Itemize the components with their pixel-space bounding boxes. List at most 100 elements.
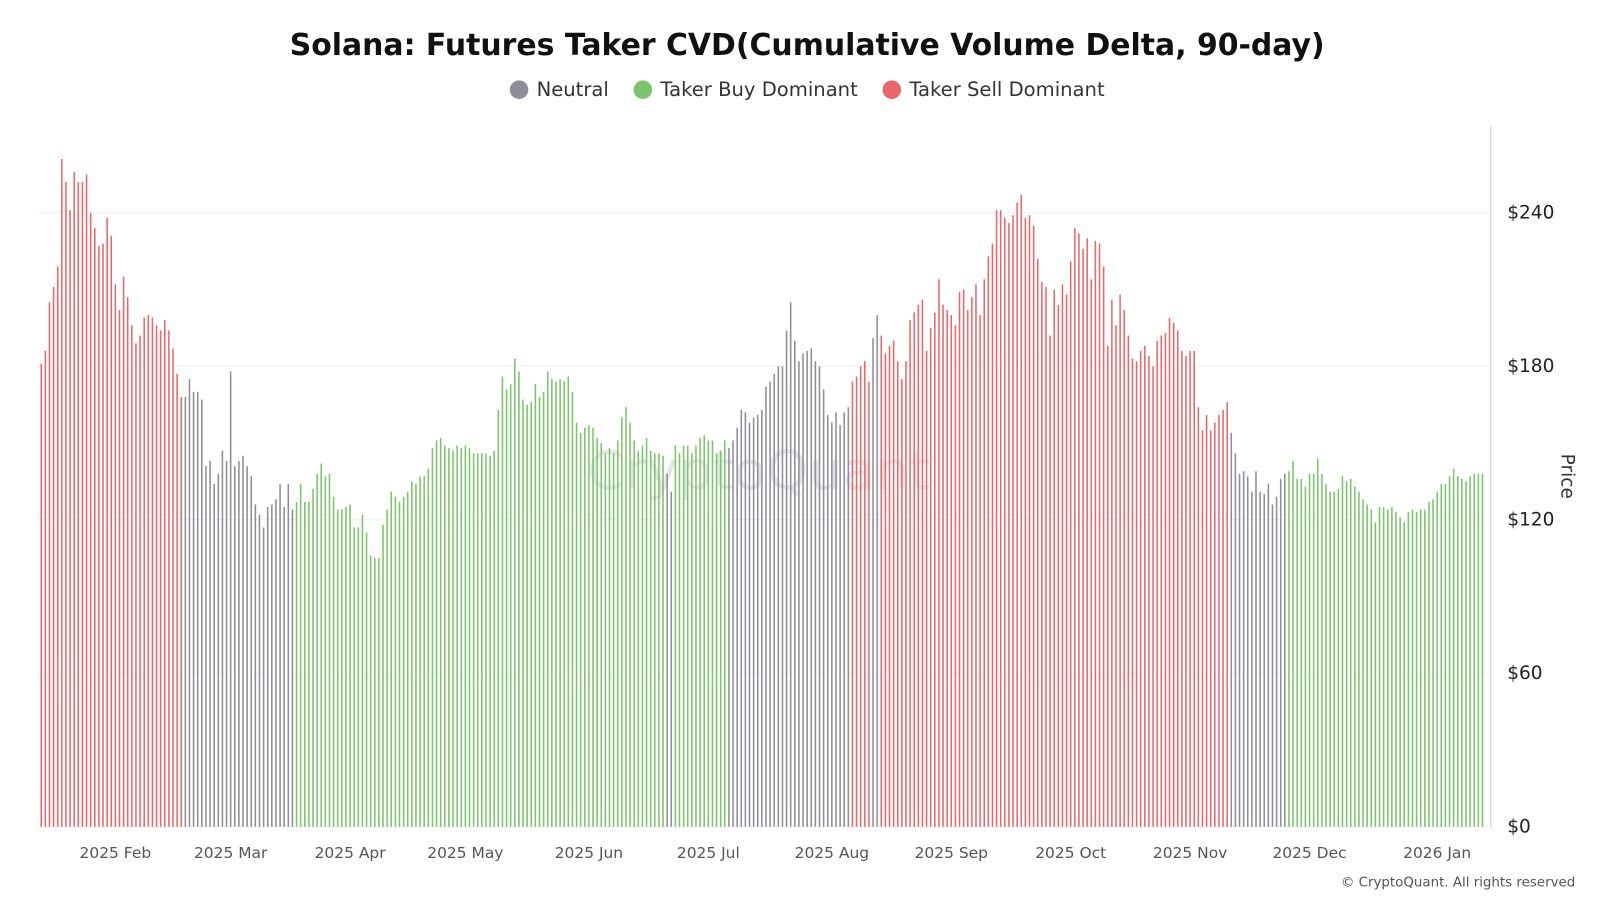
bar bbox=[1461, 478, 1463, 827]
bar bbox=[979, 315, 981, 827]
bar bbox=[308, 501, 310, 827]
bar bbox=[538, 396, 541, 827]
bar bbox=[1296, 478, 1298, 827]
bar bbox=[905, 361, 907, 827]
bar bbox=[485, 453, 487, 827]
bar bbox=[1209, 430, 1212, 827]
bar bbox=[262, 527, 265, 827]
legend-marker bbox=[509, 80, 529, 99]
bar bbox=[942, 304, 944, 827]
bar bbox=[1263, 494, 1266, 827]
x-tick-label: 2025 Dec bbox=[1272, 844, 1346, 862]
bar bbox=[608, 448, 611, 827]
bar bbox=[1098, 243, 1101, 827]
bar bbox=[826, 414, 829, 827]
bar bbox=[221, 450, 224, 827]
bar bbox=[1271, 504, 1274, 827]
bar bbox=[1123, 309, 1125, 827]
bar bbox=[1053, 289, 1055, 827]
bar bbox=[468, 448, 471, 827]
bar bbox=[1176, 330, 1179, 827]
bar bbox=[1020, 194, 1023, 827]
bar bbox=[666, 473, 668, 827]
bar bbox=[283, 506, 285, 827]
bar bbox=[1316, 458, 1319, 827]
bar bbox=[1308, 473, 1311, 827]
bar bbox=[509, 384, 512, 827]
bar bbox=[398, 501, 401, 827]
bar bbox=[1395, 512, 1397, 827]
bar bbox=[1185, 356, 1187, 827]
bar bbox=[880, 335, 883, 827]
bar bbox=[1057, 304, 1060, 827]
bar bbox=[299, 483, 302, 827]
bar bbox=[1304, 486, 1307, 827]
bar bbox=[1267, 483, 1270, 827]
bar bbox=[962, 289, 965, 827]
bar bbox=[1230, 432, 1233, 827]
bar bbox=[818, 366, 821, 827]
bar bbox=[419, 476, 421, 827]
bar bbox=[518, 371, 520, 827]
bar bbox=[740, 409, 743, 827]
bar bbox=[1074, 228, 1076, 827]
bar bbox=[1284, 473, 1286, 827]
bar bbox=[1201, 430, 1204, 827]
y-tick-label: $180 bbox=[1507, 356, 1554, 377]
bar bbox=[1251, 491, 1253, 827]
bar bbox=[382, 524, 384, 827]
bar bbox=[563, 381, 565, 827]
bar bbox=[987, 256, 990, 827]
bar bbox=[374, 558, 376, 827]
bar bbox=[110, 235, 113, 827]
bar bbox=[637, 450, 640, 827]
bar bbox=[1111, 299, 1113, 827]
bar bbox=[514, 358, 516, 827]
bar bbox=[1139, 350, 1142, 827]
bar bbox=[225, 460, 228, 827]
bar bbox=[1135, 361, 1138, 827]
bar bbox=[592, 427, 594, 827]
bar bbox=[946, 309, 948, 827]
bar bbox=[810, 348, 813, 827]
bar bbox=[1477, 473, 1480, 827]
bar bbox=[361, 514, 364, 827]
bar bbox=[1028, 215, 1031, 827]
bar bbox=[600, 443, 603, 827]
bar bbox=[621, 417, 623, 827]
bar bbox=[971, 297, 973, 827]
bar bbox=[691, 453, 693, 827]
bar bbox=[1321, 473, 1323, 827]
bar bbox=[876, 315, 878, 827]
bar bbox=[118, 309, 121, 827]
bar bbox=[794, 340, 796, 827]
bar bbox=[1214, 422, 1216, 827]
bar bbox=[855, 376, 858, 827]
bar bbox=[1152, 366, 1154, 827]
bar bbox=[814, 361, 817, 827]
legend-label: Neutral bbox=[537, 78, 609, 101]
bar bbox=[365, 532, 368, 827]
bar bbox=[1061, 284, 1064, 827]
bar bbox=[1131, 358, 1134, 827]
x-tick-label: 2025 Sep bbox=[915, 844, 988, 862]
bar bbox=[1049, 335, 1051, 827]
bar bbox=[715, 453, 718, 827]
bar bbox=[1452, 468, 1455, 827]
bar bbox=[901, 379, 903, 827]
bar bbox=[1456, 476, 1459, 827]
bar bbox=[765, 386, 767, 827]
bar bbox=[1473, 473, 1476, 827]
bar bbox=[1024, 217, 1027, 827]
x-tick-label: 2025 Jun bbox=[555, 844, 623, 862]
bar bbox=[176, 373, 178, 827]
bar bbox=[151, 317, 154, 827]
bar bbox=[93, 228, 96, 827]
bar bbox=[1436, 491, 1438, 827]
bar bbox=[1008, 222, 1010, 827]
bar bbox=[761, 409, 763, 827]
bar bbox=[777, 366, 780, 827]
x-tick-label: 2025 Feb bbox=[80, 844, 152, 862]
bar bbox=[1448, 476, 1451, 827]
bar bbox=[769, 381, 771, 827]
